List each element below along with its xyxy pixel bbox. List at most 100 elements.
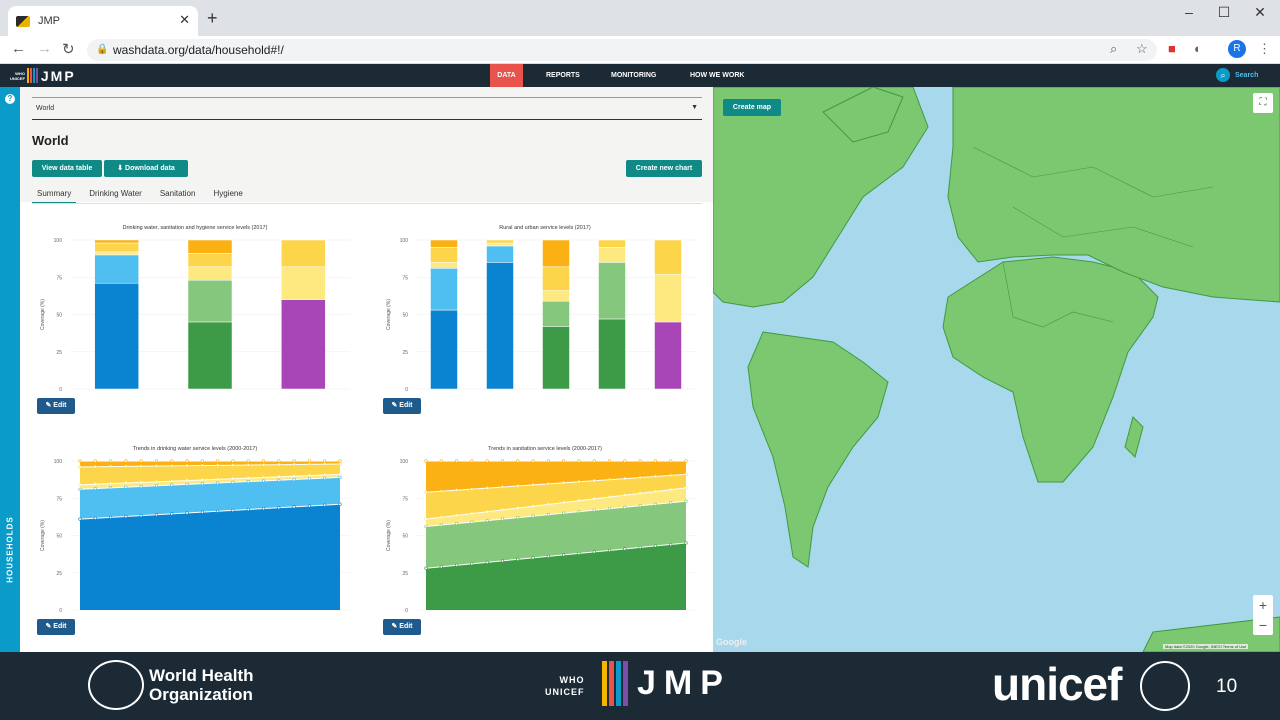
edit-chart-2-button[interactable]: ✎ Edit [383,398,421,414]
data-point [170,464,174,468]
data-point [185,459,189,463]
zoom-icon[interactable]: ⌕ [1110,41,1118,56]
data-point [338,475,342,479]
search-link[interactable]: Search [1235,72,1259,79]
data-point [338,462,342,466]
data-point [323,476,327,480]
data-point [439,523,443,527]
edit-label: Edit [399,623,413,630]
households-sidebar[interactable]: ? HOUSEHOLDS [0,87,20,652]
data-point [653,544,658,548]
chart-title: Trends in sanitation service levels (200… [488,446,602,452]
y-tick-label: 0 [59,608,62,614]
data-point [323,459,327,463]
bar-segment [430,247,458,263]
download-data-button[interactable]: ⬇ Download data [104,160,188,177]
bookmark-star-icon[interactable]: ☆ [1136,41,1148,56]
maximize-button[interactable]: ☐ [1217,4,1231,20]
data-point [500,559,505,563]
y-tick-label: 0 [59,387,62,393]
data-point [108,515,113,519]
minimize-button[interactable]: – [1185,4,1193,20]
close-tab-icon[interactable]: ✕ [179,12,190,27]
data-point [307,504,312,508]
browser-tab[interactable]: JMP ✕ [8,6,198,36]
zoom-out-button[interactable]: − [1258,617,1268,633]
unicef-logo-text: unicef [992,658,1122,710]
data-point [623,477,627,481]
extension-icon[interactable]: ■ [1168,41,1176,56]
map-land [713,87,1280,652]
bar-segment [430,268,458,311]
bar-segment [486,262,514,390]
nav-how-we-work[interactable]: HOW WE WORK [690,72,745,79]
tab-drinking-water[interactable]: Drinking Water [89,189,142,198]
data-point [139,480,143,484]
data-point [485,486,489,490]
data-point [684,499,688,503]
page-title: World [32,133,69,148]
data-point [307,474,312,478]
close-window-button[interactable]: ✕ [1254,4,1266,20]
data-point [516,484,520,488]
new-tab-button[interactable]: + [207,8,218,28]
forward-icon[interactable]: → [37,40,52,57]
nav-data[interactable]: DATA [490,64,523,87]
who-line-1: World Health [149,666,254,685]
tab-hygiene[interactable]: Hygiene [213,189,243,198]
data-point [154,484,159,488]
y-tick-label: 75 [56,275,62,281]
reload-icon[interactable]: ↻ [62,41,75,58]
y-axis-label: Coverage (%) [386,520,392,551]
extension-circle-icon[interactable]: ◐ [1194,41,1202,56]
y-axis-label: Coverage (%) [386,299,392,330]
create-new-chart-button[interactable]: Create new chart [626,160,702,177]
data-point [546,502,550,506]
world-map[interactable]: Create map ⛶ + − Google Map data ©2020 G… [713,87,1280,652]
data-point [108,465,113,469]
profile-avatar[interactable]: R [1228,40,1246,58]
data-point [546,554,550,558]
jmp-logo[interactable]: WHO UNICEF JMP [10,67,76,84]
search-icon[interactable]: ⌕ [1216,68,1230,82]
view-data-table-button[interactable]: View data table [32,160,102,177]
nav-monitoring[interactable]: MONITORING [611,72,657,79]
data-point [185,482,189,487]
data-point [531,459,535,463]
bar-segment [542,239,570,268]
download-icon: ⬇ [117,165,126,172]
data-point [139,459,143,463]
data-point [439,565,443,569]
edit-chart-1-button[interactable]: ✎ Edit [37,398,75,414]
y-tick-label: 0 [405,387,408,393]
data-point [93,516,97,520]
data-point [623,459,627,463]
url-field[interactable]: 🔒 washdata.org/data/household#!/ [87,39,1157,61]
back-icon[interactable]: ← [11,40,26,57]
charts-canvas: Drinking water, sanitation and hygiene s… [40,225,696,614]
data-point [485,560,489,564]
data-point [669,459,673,463]
data-point [485,510,489,514]
info-icon[interactable]: ? [5,94,15,104]
chart-title: Rural and urban service levels (2017) [499,225,591,231]
edit-chart-4-button[interactable]: ✎ Edit [383,619,421,635]
data-point [684,541,688,545]
data-point [439,459,443,463]
data-point [277,506,281,510]
footer-jmp-bars-icon [602,661,628,706]
data-point [292,459,296,463]
pencil-icon: ✎ [391,402,400,409]
tab-sanitation[interactable]: Sanitation [159,189,196,198]
data-point [669,473,673,478]
edit-chart-3-button[interactable]: ✎ Edit [37,619,75,635]
nav-reports[interactable]: REPORTS [546,72,580,79]
create-map-button[interactable]: Create map [723,99,781,116]
zoom-in-button[interactable]: + [1258,597,1268,613]
fullscreen-icon[interactable]: ⛶ [1253,93,1273,113]
data-point [246,459,250,463]
country-select[interactable]: World ▼ [32,97,702,120]
menu-dots-icon[interactable]: ⋮ [1258,41,1271,56]
data-point [653,502,658,506]
data-point [261,459,266,463]
